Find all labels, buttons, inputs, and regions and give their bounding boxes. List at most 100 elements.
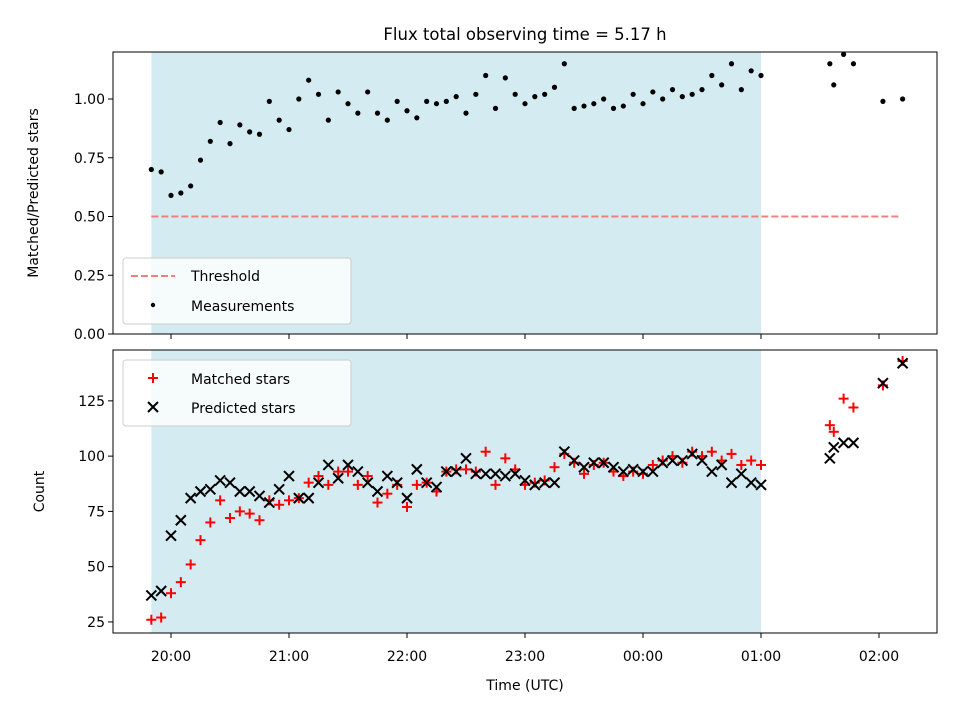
matched-point <box>175 577 186 588</box>
predicted-point-b <box>243 485 256 498</box>
predicted-point-b <box>293 492 305 504</box>
predicted-point-b <box>430 481 443 493</box>
predicted-point-b <box>253 490 266 502</box>
x-tick-label: 02:00 <box>859 649 899 665</box>
predicted-point-b <box>837 437 850 449</box>
matched-point <box>500 453 511 464</box>
matched-point <box>244 508 255 519</box>
measurement-point <box>188 183 194 189</box>
predicted-point-b <box>420 476 433 489</box>
predicted-point <box>420 476 433 489</box>
legend-plus-mark <box>148 373 158 383</box>
bottom-y-axis-label: Count <box>32 470 48 512</box>
predicted-point <box>627 463 639 476</box>
predicted-point-b <box>302 492 315 504</box>
predicted-point <box>253 490 266 502</box>
measurement-point <box>197 157 204 163</box>
predicted-point <box>735 468 748 480</box>
matched-point <box>195 535 206 546</box>
predicted-point-b <box>263 496 276 509</box>
matched-point <box>490 479 501 490</box>
measurement-point <box>738 87 744 93</box>
predicted-point-b <box>578 461 590 473</box>
bottom-legend-box <box>122 359 352 427</box>
bottom-legend: Matched stars Predicted stars <box>122 359 352 427</box>
y-tick-label: 1.00 <box>74 92 105 108</box>
matched-point <box>706 446 717 457</box>
predicted-point <box>686 448 698 460</box>
predicted-point-b <box>184 492 197 504</box>
predicted-point <box>155 585 167 597</box>
predicted-point-b <box>391 476 403 489</box>
matched-point <box>838 393 849 404</box>
predicted-point-b <box>322 459 335 471</box>
predicted-point <box>391 476 403 489</box>
predicted-point-b <box>745 476 757 489</box>
matched-point <box>372 497 383 508</box>
matched-point <box>274 499 285 510</box>
bottom-data-layer <box>145 356 909 625</box>
predicted-point-b <box>371 485 384 498</box>
measurement-point <box>551 84 558 90</box>
top-y-axis-label: Matched/Predicted stars <box>26 108 42 278</box>
measurement-point <box>266 98 272 104</box>
predicted-point <box>214 474 226 487</box>
y-tick-label: 125 <box>78 394 105 410</box>
matched-point <box>579 468 589 479</box>
matched-point <box>323 479 334 490</box>
predicted-point <box>824 452 836 465</box>
legend-matched-label: Matched stars <box>191 372 290 388</box>
measurement-point <box>601 96 607 102</box>
measurement-point <box>365 89 371 95</box>
measurement-point <box>217 119 223 126</box>
predicted-point-b <box>706 465 718 478</box>
predicted-point-b <box>175 514 187 526</box>
predicted-point-b <box>470 468 482 480</box>
predicted-point-b <box>666 454 679 467</box>
matched-point <box>146 614 157 625</box>
predicted-point-b <box>656 457 669 469</box>
matched-point <box>215 495 226 506</box>
predicted-point <box>828 441 840 453</box>
predicted-point <box>293 492 305 504</box>
matched-point <box>166 588 176 599</box>
matched-point <box>411 479 422 490</box>
y-tick-label: 75 <box>87 504 105 520</box>
predicted-point <box>499 470 512 482</box>
predicted-point-b <box>165 530 177 542</box>
measurement-point <box>227 141 233 147</box>
measurement-point <box>542 91 548 97</box>
measurement-point <box>728 61 735 67</box>
predicted-point <box>837 437 850 449</box>
predicted-point-b <box>755 479 767 491</box>
predicted-point-b <box>214 474 226 487</box>
top-legend-box <box>122 257 352 325</box>
predicted-point <box>479 468 492 480</box>
measurement-point <box>850 61 857 67</box>
predicted-point-b <box>234 485 246 498</box>
measurement-point <box>650 89 656 95</box>
predicted-point-b <box>204 483 217 495</box>
predicted-point <box>696 454 708 467</box>
predicted-point-b <box>529 479 541 491</box>
predicted-point-b <box>725 476 738 489</box>
matched-point <box>254 515 265 526</box>
measurement-point <box>630 91 636 97</box>
legend-measurements-label: Measurements <box>191 299 294 315</box>
predicted-point <box>184 492 197 504</box>
matched-point <box>303 477 314 488</box>
predicted-point-b <box>588 457 600 469</box>
predicted-point <box>234 485 246 498</box>
predicted-point <box>273 483 285 495</box>
predicted-point-b <box>145 589 158 602</box>
predicted-point-b <box>676 454 689 467</box>
measurement-point <box>315 91 322 97</box>
predicted-point-b <box>686 448 698 460</box>
legend-measurements-swatch <box>150 302 156 308</box>
predicted-point-b <box>312 476 325 489</box>
matched-point <box>313 471 324 482</box>
predicted-point <box>637 465 649 478</box>
predicted-point-b <box>479 468 492 480</box>
top-data-layer <box>148 51 906 218</box>
